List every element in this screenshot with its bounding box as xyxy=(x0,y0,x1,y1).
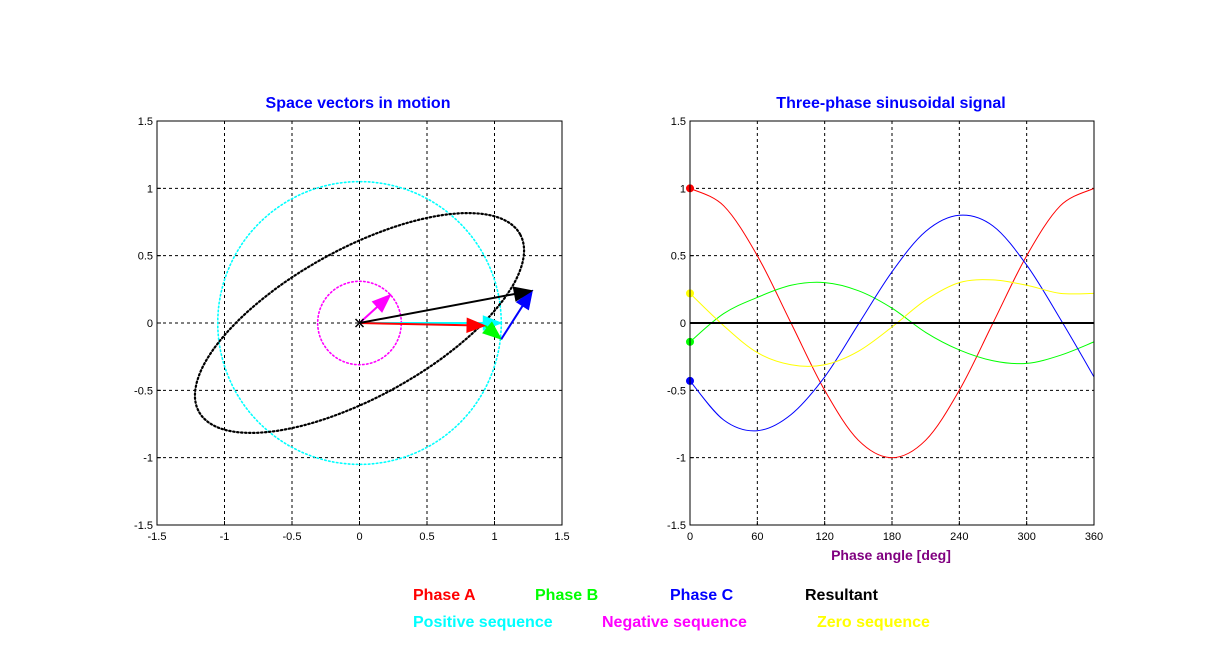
phase-b-vector-head xyxy=(482,321,503,341)
legend-negative-sequence: Negative sequence xyxy=(602,614,747,631)
right-xtick-label: 300 xyxy=(1017,531,1035,543)
phase-a-vector xyxy=(359,317,487,334)
phase-a-line xyxy=(689,187,1095,459)
right-ytick-label: 0 xyxy=(680,318,686,330)
right-axes-frame xyxy=(689,120,1095,526)
legend-positive-sequence: Positive sequence xyxy=(413,614,553,631)
left-ytick-label: -0.5 xyxy=(134,385,153,397)
right-xtick-label: 240 xyxy=(950,531,968,543)
phase-c-vector-shaft xyxy=(500,305,524,340)
right-xtick-label: 120 xyxy=(815,531,833,543)
negative-sequence-locus xyxy=(316,280,403,366)
legend-zero-sequence: Zero sequence xyxy=(817,614,930,631)
left-xtick-label: -1.5 xyxy=(148,531,167,543)
legend-resultant: Resultant xyxy=(805,587,879,604)
left-ytick-label: -1 xyxy=(143,453,153,465)
left-xtick-label: 1.5 xyxy=(554,531,569,543)
right-xtick-label: 180 xyxy=(883,531,901,543)
phase-c-line xyxy=(689,214,1095,432)
phase-b-line xyxy=(689,281,1095,365)
left-ytick-label: 1.5 xyxy=(138,116,153,128)
right-x-axis-label: Phase angle [deg] xyxy=(831,547,951,563)
left-grid xyxy=(156,120,563,526)
right-ytick-label: 1.5 xyxy=(671,116,686,128)
left-ytick-label: 0.5 xyxy=(138,251,153,263)
right-xtick-label: 0 xyxy=(687,531,693,543)
right-ytick-label: 0.5 xyxy=(671,251,686,263)
right-ytick-label: -1.5 xyxy=(667,520,686,532)
sinusoid-plot: Three-phase sinusoidal signal 0 60 120 180 2… xyxy=(667,95,1103,563)
left-curves xyxy=(193,180,526,466)
phase-a-vector-head xyxy=(466,317,487,334)
right-xtick-label: 360 xyxy=(1085,531,1103,543)
space-vector-plot: Space vectors in motion -1.5 -1 -0.5 0 0.5 1 1… xyxy=(134,95,570,543)
zero-sequence-line xyxy=(689,279,1095,367)
phase-a-vector-shaft xyxy=(359,322,468,327)
phase-c-vector-head xyxy=(515,289,534,311)
right-ytick-label: 1 xyxy=(680,183,686,195)
phase-b-vector-shaft xyxy=(484,324,489,329)
resultant-vector xyxy=(359,286,534,324)
phase-b-vector xyxy=(482,321,503,341)
left-xtick-label: -1 xyxy=(220,531,230,543)
right-tick-labels: 0 60 120 180 240 300 360 -1.5 -1 -0.5 0 0.5 1 1.5 xyxy=(667,116,1103,543)
negative-sequence-vector-head xyxy=(371,293,392,313)
resultant-vector-shaft xyxy=(359,293,515,324)
legend-phase-b: Phase B xyxy=(535,587,598,604)
left-vectors xyxy=(354,286,534,341)
left-ytick-label: -1.5 xyxy=(134,520,153,532)
right-ytick-label: -0.5 xyxy=(667,385,686,397)
left-xtick-label: 0.5 xyxy=(419,531,434,543)
legend-phase-c: Phase C xyxy=(670,587,734,604)
legend-phase-a: Phase A xyxy=(413,587,476,604)
left-chart-title: Space vectors in motion xyxy=(266,95,451,112)
left-ytick-label: 1 xyxy=(147,183,153,195)
right-xtick-label: 60 xyxy=(751,531,763,543)
legend: Phase A Phase B Phase C Resultant Positi… xyxy=(413,587,930,631)
left-axes-frame xyxy=(156,120,563,526)
right-chart-title: Three-phase sinusoidal signal xyxy=(776,95,1005,112)
left-xtick-label: -0.5 xyxy=(283,531,302,543)
left-xtick-label: 0 xyxy=(356,531,362,543)
resultant-locus xyxy=(193,212,526,434)
left-ytick-label: 0 xyxy=(147,318,153,330)
phase-c-vector xyxy=(500,289,534,340)
right-curves xyxy=(686,184,1095,459)
left-xtick-label: 1 xyxy=(491,531,497,543)
left-tick-labels: -1.5 -1 -0.5 0 0.5 1 1.5 -1.5 -1 -0.5 0 0.5 1 1.5 xyxy=(134,116,570,543)
resultant-vector-head xyxy=(512,286,534,302)
right-ytick-label: -1 xyxy=(676,453,686,465)
origin-marker xyxy=(354,318,365,328)
positive-sequence-locus xyxy=(217,180,503,466)
